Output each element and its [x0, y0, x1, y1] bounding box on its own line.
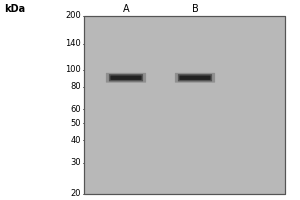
- Text: 60: 60: [70, 105, 81, 114]
- Text: 20: 20: [70, 190, 81, 198]
- Text: 140: 140: [65, 39, 81, 48]
- Text: kDa: kDa: [4, 4, 26, 14]
- Text: 40: 40: [70, 136, 81, 145]
- Text: 50: 50: [70, 119, 81, 128]
- Text: 100: 100: [65, 65, 81, 74]
- Text: A: A: [123, 4, 129, 14]
- Text: 200: 200: [65, 11, 81, 21]
- Text: 30: 30: [70, 158, 81, 167]
- Text: B: B: [192, 4, 198, 14]
- Text: 80: 80: [70, 82, 81, 91]
